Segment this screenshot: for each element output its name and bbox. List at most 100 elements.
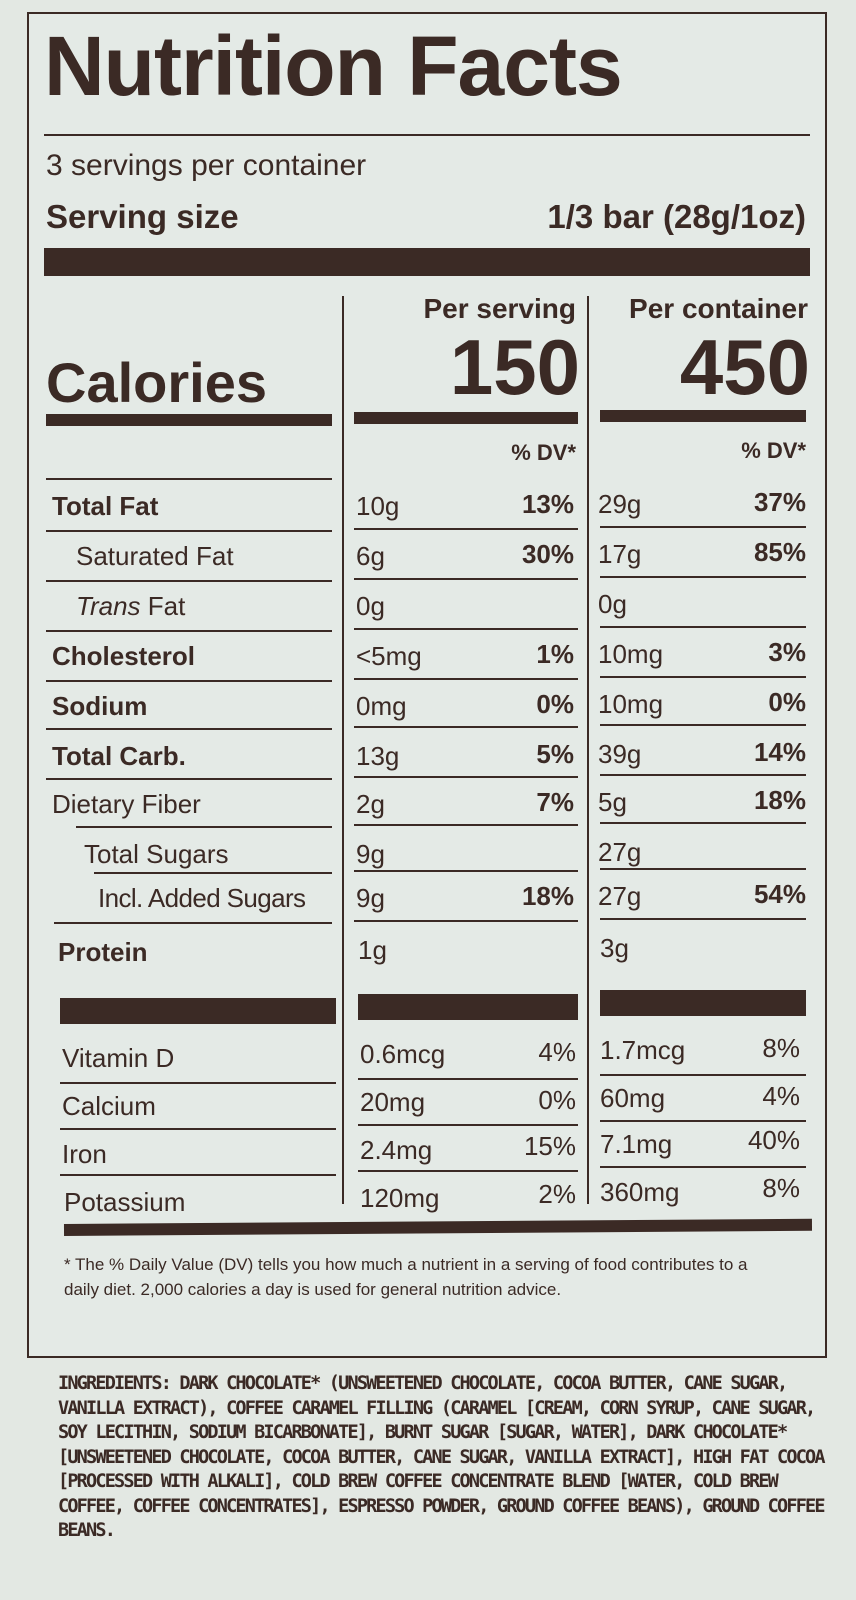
container-amount: 60mg — [600, 1083, 666, 1113]
serving-dv: 7% — [536, 787, 574, 817]
nutrient-label: Total Fat — [52, 491, 159, 521]
container-amount: 10mg — [598, 689, 664, 719]
serving-dv: 0% — [536, 689, 574, 719]
column-separator — [342, 296, 344, 1204]
serving-amount: 2.4mg — [360, 1135, 433, 1165]
container-dv: 18% — [753, 785, 806, 815]
row-divider — [600, 822, 806, 824]
dv-header-container: % DV* — [741, 438, 806, 463]
row-divider — [46, 680, 332, 682]
container-dv: 37% — [753, 487, 806, 517]
serving-amount: 0mg — [356, 691, 407, 721]
row-divider — [358, 1078, 578, 1080]
serving-amount: 0.6mcg — [360, 1039, 446, 1069]
container-amount: 1.7mcg — [600, 1035, 686, 1065]
nutrient-label: Incl. Added Sugars — [98, 883, 306, 913]
calories-per-serving: 150 — [449, 323, 580, 411]
serving-amount: 10g — [356, 491, 400, 521]
nutrient-label: Total Carb. — [52, 741, 186, 771]
serving-amount: 1g — [358, 935, 387, 965]
row-divider — [600, 918, 806, 920]
row-divider — [60, 1082, 336, 1084]
nutrient-label: Trans Fat — [76, 590, 185, 622]
per-container-header: Per container — [629, 293, 808, 324]
row-divider — [354, 920, 578, 922]
row-divider — [600, 868, 806, 870]
calories-divider — [46, 414, 332, 426]
serving-amount: 6g — [356, 541, 385, 571]
container-amount: 17g — [598, 539, 642, 569]
row-divider — [354, 628, 578, 630]
thick-divider — [60, 998, 336, 1024]
container-amount: 7.1mg — [600, 1129, 673, 1159]
row-divider — [358, 1124, 578, 1126]
serving-amount: 20mg — [360, 1087, 426, 1117]
vitamin-label: Potassium — [64, 1187, 186, 1217]
container-amount: 29g — [598, 489, 642, 519]
container-amount: 0g — [598, 589, 627, 619]
row-divider — [354, 528, 578, 530]
serving-dv: 15% — [523, 1131, 576, 1161]
serving-amount: 0g — [356, 591, 385, 621]
ingredients-text: DARK CHOCOLATE* (UNSWEETENED CHOCOLATE, … — [58, 1373, 826, 1541]
row-divider — [600, 724, 806, 726]
container-amount: 5g — [598, 787, 627, 817]
vitamin-label: Vitamin D — [62, 1043, 175, 1073]
serving-dv: 0% — [538, 1085, 576, 1115]
container-amount: 27g — [598, 837, 642, 867]
row-divider — [54, 922, 332, 924]
row-divider — [354, 870, 578, 872]
ingredients: INGREDIENTS: DARK CHOCOLATE* (UNSWEETENE… — [58, 1372, 828, 1544]
row-divider — [600, 676, 806, 678]
row-divider — [600, 1166, 806, 1168]
container-dv: 8% — [762, 1173, 800, 1203]
calories-label: Calories — [46, 351, 267, 414]
row-divider — [354, 678, 578, 680]
row-divider — [46, 630, 332, 632]
row-divider — [354, 776, 578, 778]
container-dv: 8% — [762, 1033, 800, 1063]
daily-value-footnote: * The % Daily Value (DV) tells you how m… — [64, 1255, 748, 1299]
row-divider — [46, 478, 332, 480]
serving-amount: 9g — [356, 839, 385, 869]
row-divider — [600, 1120, 806, 1122]
thick-divider — [600, 990, 806, 1016]
serving-dv: 4% — [538, 1037, 576, 1067]
serving-dv: 18% — [521, 881, 574, 911]
serving-dv: 1% — [536, 639, 574, 669]
calories-divider — [354, 412, 578, 424]
serving-dv: 2% — [538, 1179, 576, 1209]
serving-amount: <5mg — [356, 641, 422, 671]
row-divider — [600, 576, 806, 578]
servings-per-container: 3 servings per container — [46, 149, 367, 182]
container-amount: 39g — [598, 739, 642, 769]
serving-amount: 9g — [356, 883, 385, 913]
row-divider — [60, 1174, 336, 1176]
row-divider — [46, 728, 332, 730]
container-dv: 0% — [768, 687, 806, 717]
row-divider — [354, 824, 578, 826]
row-divider — [76, 826, 332, 828]
serving-dv: 30% — [521, 539, 574, 569]
column-separator — [587, 296, 589, 1204]
row-divider — [60, 1128, 336, 1130]
nutrient-label: Cholesterol — [52, 641, 196, 671]
thick-divider — [358, 994, 578, 1020]
nutrient-label: Dietary Fiber — [52, 789, 201, 819]
per-serving-header: Per serving — [423, 293, 576, 324]
row-divider — [600, 626, 806, 628]
nutrient-label: Total Sugars — [84, 839, 229, 869]
label-title: Nutrition Facts — [44, 19, 623, 113]
container-amount: 27g — [598, 881, 642, 911]
divider — [44, 134, 810, 136]
nutrient-label: Protein — [58, 937, 148, 967]
vitamin-label: Iron — [62, 1139, 107, 1169]
row-divider — [600, 774, 806, 776]
thick-divider — [44, 248, 810, 276]
ingredients-label: INGREDIENTS: — [58, 1373, 172, 1394]
row-divider — [46, 778, 332, 780]
serving-size-label: Serving size — [46, 198, 239, 235]
calories-per-container: 450 — [679, 323, 810, 411]
row-divider — [94, 872, 332, 874]
